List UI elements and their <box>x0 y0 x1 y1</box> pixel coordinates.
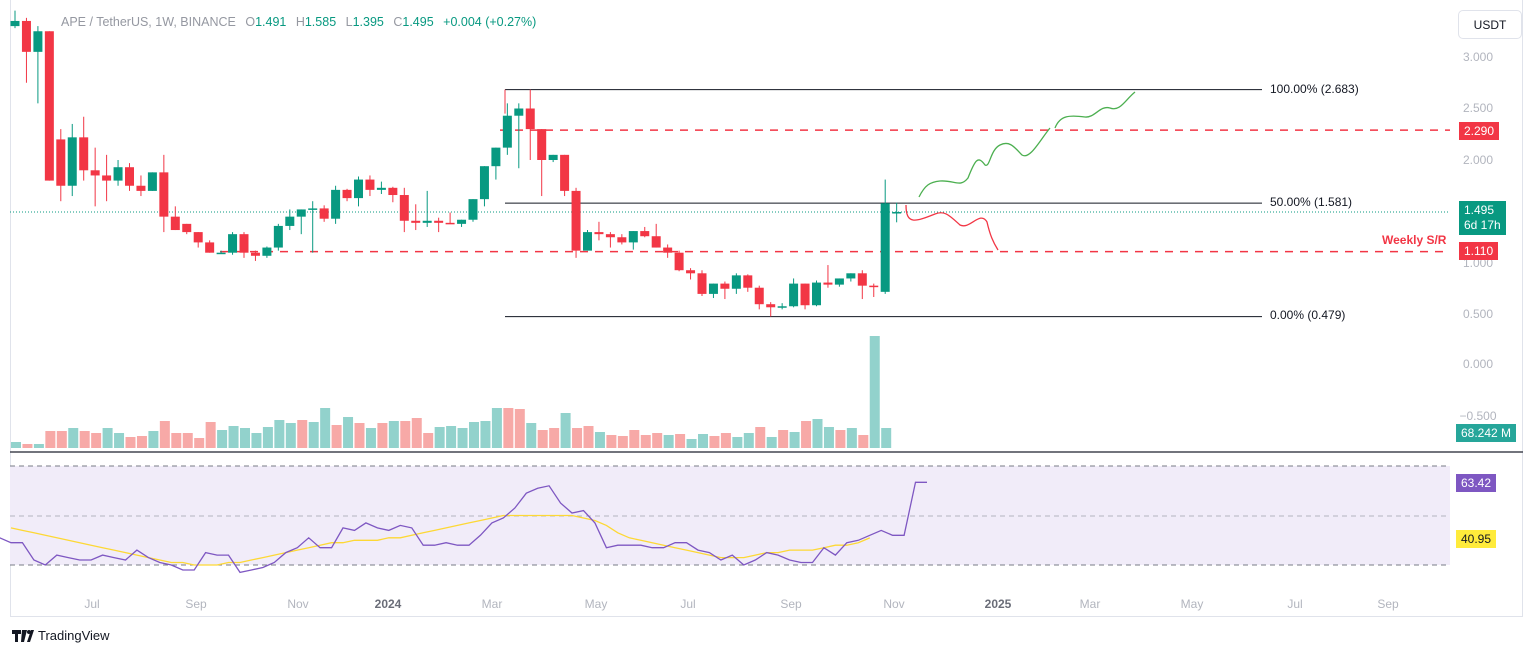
price-tick: 0.000 <box>1462 357 1494 371</box>
resistance-price-tag: 2.290 <box>1459 122 1500 140</box>
fib-100-label: 100.00% (2.683) <box>1270 82 1359 96</box>
bearish-projection-path <box>905 204 999 251</box>
price-tick: 3.000 <box>1462 50 1494 64</box>
last-price-value: 1.495 <box>1464 203 1495 217</box>
chart-frame <box>10 0 1523 617</box>
low-label: L <box>345 15 353 29</box>
brand-name: TradingView <box>38 628 110 643</box>
levels-layer <box>220 89 1450 318</box>
currency-button[interactable]: USDT <box>1458 10 1522 39</box>
close-label: C <box>393 15 403 29</box>
price-tick: −0.500 <box>1459 409 1497 423</box>
high-value: 1.585 <box>304 15 337 29</box>
weekly-sr-label: Weekly S/R <box>1382 233 1447 247</box>
open-value: 1.491 <box>255 15 287 29</box>
time-tick: Sep <box>185 597 207 611</box>
time-tick: 2025 <box>984 597 1012 611</box>
time-tick: May <box>584 597 608 611</box>
bar-countdown: 6d 17h <box>1464 218 1501 232</box>
price-tick: 0.500 <box>1462 307 1494 321</box>
bullish-projection-path <box>918 91 1136 198</box>
time-tick: Nov <box>883 597 905 611</box>
low-value: 1.395 <box>352 15 384 29</box>
rsi-value-tag: 63.42 <box>1456 474 1497 492</box>
rsi-ma-tag: 40.95 <box>1456 530 1497 548</box>
volume-tag: 68.242 M <box>1456 424 1517 442</box>
time-tick: Jul <box>680 597 696 611</box>
change-value: +0.004 (+0.27%) <box>443 15 537 29</box>
close-value: 1.495 <box>402 15 434 29</box>
time-tick: Mar <box>1079 597 1101 611</box>
rsi-lines <box>0 481 927 574</box>
tradingview-logo-icon <box>12 629 34 642</box>
fib-0-label: 0.00% (0.479) <box>1270 308 1346 322</box>
price-tick: 2.000 <box>1462 153 1494 167</box>
open-label: O <box>245 15 256 29</box>
high-label: H <box>295 15 305 29</box>
candles-layer <box>10 10 902 317</box>
time-tick: 2024 <box>374 597 402 611</box>
price-tick: 2.500 <box>1462 101 1494 115</box>
time-tick: Mar <box>481 597 503 611</box>
last-price-tag: 1.495 6d 17h <box>1459 201 1506 235</box>
fib-50-label: 50.00% (1.581) <box>1270 195 1353 209</box>
time-tick: Sep <box>780 597 802 611</box>
time-tick: Jul <box>1287 597 1303 611</box>
support-price-tag: 1.110 <box>1459 242 1499 260</box>
time-tick: Sep <box>1377 597 1399 611</box>
time-tick: Nov <box>287 597 309 611</box>
tradingview-logo[interactable]: TradingView <box>12 628 110 643</box>
symbol-title[interactable]: APE / TetherUS, 1W, BINANCE <box>61 15 236 29</box>
time-tick: Jul <box>84 597 100 611</box>
time-tick: May <box>1180 597 1204 611</box>
symbol-legend[interactable]: APE / TetherUS, 1W, BINANCE O1.491 H1.58… <box>61 15 536 29</box>
volume-bars <box>11 336 892 448</box>
